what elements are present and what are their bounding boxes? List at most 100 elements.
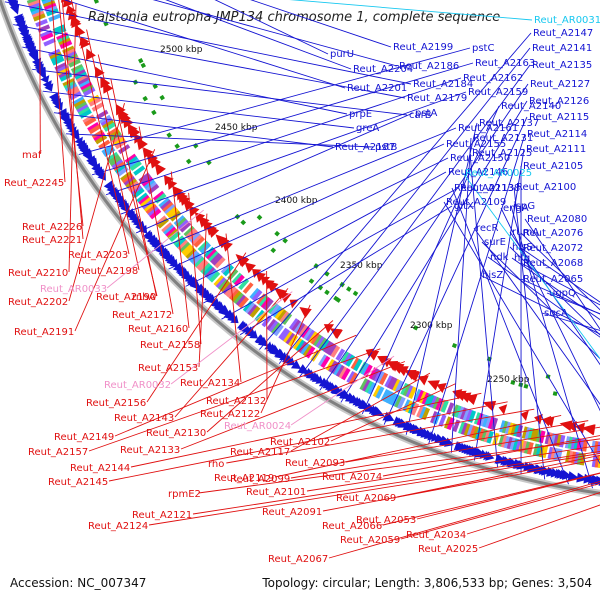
- gene-label-forward: prpE: [349, 109, 372, 120]
- reverse-connector: [290, 426, 600, 479]
- gc-mark: [510, 379, 516, 385]
- map-title: Ralstonia eutropha JMP134 chromosome 1, …: [88, 10, 501, 25]
- reverse-gene: [244, 262, 256, 274]
- gc-mark: [324, 289, 330, 296]
- gene-label-forward: engA: [503, 203, 529, 214]
- cog-block: [77, 76, 91, 86]
- cog-block: [138, 194, 151, 206]
- forward-connector: [120, 91, 467, 215]
- forward-gene: [54, 101, 63, 111]
- reverse-gene: [75, 24, 86, 38]
- reverse-connector: [146, 252, 247, 403]
- cog-block: [274, 307, 286, 320]
- cog-block: [213, 275, 225, 287]
- cog-block: [397, 396, 406, 410]
- forward-gene: [595, 475, 600, 486]
- gene-label-reverse: Reut_A2153: [138, 363, 198, 374]
- cog-block: [179, 221, 192, 233]
- reverse-connector: [51, 0, 66, 183]
- rna-connector: [462, 172, 600, 360]
- gene-label-reverse: rpmE2: [168, 489, 201, 500]
- gene-label-reverse: Reut_A2053: [356, 515, 416, 526]
- gene-label-forward: Reut_A2127: [530, 79, 590, 90]
- reverse-gene: [182, 198, 195, 212]
- cog-block: [197, 240, 210, 252]
- cog-block: [51, 56, 65, 66]
- cog-block: [479, 414, 487, 427]
- reverse-gene: [586, 424, 596, 436]
- cog-block: [215, 277, 227, 289]
- reverse-connector: [130, 392, 482, 468]
- cog-block: [222, 264, 235, 277]
- cog-block: [296, 323, 307, 336]
- gene-label-forward: Reut_A2163: [475, 58, 535, 69]
- forward-connector: [473, 148, 525, 461]
- cog-block: [485, 415, 493, 429]
- cog-block: [164, 204, 176, 215]
- pseudo-connector: [170, 291, 293, 385]
- cog-block: [103, 122, 116, 132]
- reverse-connector: [86, 29, 140, 271]
- cog-block: [298, 324, 309, 337]
- gene-label-reverse: Reut_A2124: [88, 521, 148, 532]
- forward-connector: [250, 0, 392, 48]
- reverse-gene: [410, 371, 421, 382]
- cog-block: [278, 327, 289, 340]
- pseudo-label: Reut_AR0024: [224, 421, 291, 432]
- cog-block: [320, 339, 331, 352]
- gc-mark: [93, 0, 99, 4]
- cog-block: [376, 371, 386, 384]
- cog-block: [500, 435, 509, 448]
- cog-block: [292, 337, 304, 351]
- gc-mark: [140, 62, 146, 69]
- gene-label-forward: Reut_A2187: [335, 142, 395, 153]
- gene-label-forward: Reut_A2135: [532, 60, 592, 71]
- cog-block: [271, 322, 282, 335]
- gene-label-reverse: Reut_A2198: [78, 266, 138, 277]
- cog-block: [295, 339, 306, 352]
- gene-label-forward: gltX: [454, 201, 474, 212]
- gene-label-forward: Reut_A2204: [353, 64, 413, 75]
- cog-block: [69, 91, 82, 101]
- cog-block: [360, 363, 371, 376]
- cog-block: [214, 256, 226, 269]
- cog-block: [111, 134, 124, 145]
- forward-connector: [63, 0, 346, 89]
- forward-connector: [168, 143, 445, 270]
- gc-mark: [346, 286, 352, 292]
- cog-block: [328, 360, 338, 373]
- cog-block: [521, 426, 529, 439]
- cog-block: [143, 201, 156, 213]
- cog-block: [41, 0, 55, 6]
- gene-label-forward: Reut_A2113: [454, 183, 514, 194]
- cog-block: [73, 98, 87, 109]
- cog-block: [435, 397, 444, 411]
- forward-connector: [469, 152, 499, 468]
- cog-block: [338, 366, 349, 379]
- cog-block: [96, 109, 109, 120]
- cog-block: [88, 124, 101, 135]
- forward-connector: [513, 186, 546, 480]
- cog-block: [193, 236, 206, 248]
- cog-block: [268, 320, 280, 333]
- cog-block: [318, 337, 328, 350]
- cog-block: [106, 151, 119, 162]
- reverse-gene: [80, 39, 91, 49]
- reverse-gene: [207, 226, 220, 238]
- cog-block: [67, 88, 81, 98]
- cog-block: [535, 444, 543, 457]
- gene-label-reverse: Reut_A2134: [180, 378, 240, 389]
- forward-connector: [65, 133, 374, 148]
- cog-block: [62, 45, 75, 55]
- reverse-connector: [138, 126, 174, 315]
- cog-block: [466, 424, 475, 438]
- gene-label-reverse: Reut_A2172: [112, 310, 172, 321]
- cog-block: [129, 183, 142, 194]
- gene-label-forward: ndk: [490, 252, 509, 263]
- cog-block: [260, 297, 272, 309]
- forward-connector: [487, 256, 600, 338]
- cog-block: [300, 326, 312, 339]
- reverse-gene: [575, 422, 585, 434]
- cog-block: [31, 10, 45, 19]
- tick-label: 2500 kbp: [160, 45, 203, 55]
